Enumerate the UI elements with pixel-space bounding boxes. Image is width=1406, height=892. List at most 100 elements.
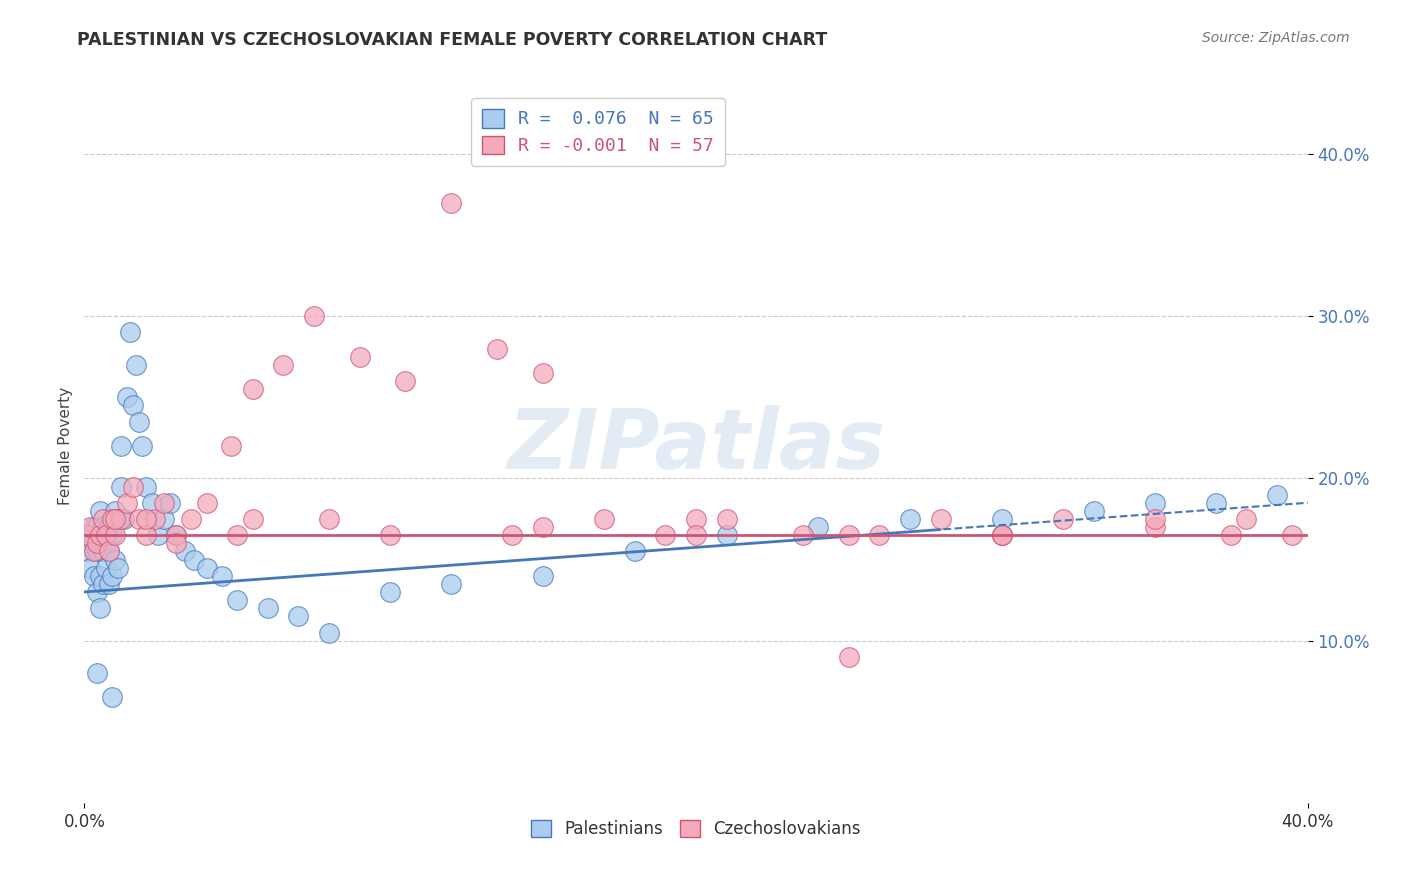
Point xyxy=(91,544,114,558)
Point xyxy=(1083,504,1105,518)
Point xyxy=(211,568,233,582)
Point xyxy=(143,512,166,526)
Point xyxy=(89,504,111,518)
Point xyxy=(153,496,176,510)
Point xyxy=(991,512,1014,526)
Point xyxy=(107,560,129,574)
Point xyxy=(929,512,952,526)
Point xyxy=(685,512,707,526)
Point xyxy=(624,544,647,558)
Point xyxy=(86,536,108,550)
Point xyxy=(104,504,127,518)
Point xyxy=(97,520,120,534)
Point xyxy=(180,512,202,526)
Point xyxy=(131,439,153,453)
Point xyxy=(112,512,135,526)
Point xyxy=(593,512,616,526)
Point xyxy=(1265,488,1288,502)
Point xyxy=(159,496,181,510)
Point xyxy=(141,496,163,510)
Point xyxy=(128,512,150,526)
Point xyxy=(94,528,117,542)
Point xyxy=(101,512,124,526)
Point xyxy=(94,528,117,542)
Point xyxy=(91,577,114,591)
Point xyxy=(531,366,554,380)
Point xyxy=(318,625,340,640)
Point xyxy=(107,512,129,526)
Point xyxy=(257,601,280,615)
Point xyxy=(394,374,416,388)
Point xyxy=(838,649,860,664)
Point xyxy=(128,415,150,429)
Point xyxy=(146,528,169,542)
Point xyxy=(110,512,132,526)
Point xyxy=(1236,512,1258,526)
Point xyxy=(226,593,249,607)
Point xyxy=(104,552,127,566)
Point xyxy=(89,601,111,615)
Point xyxy=(807,520,830,534)
Point xyxy=(91,512,114,526)
Point xyxy=(120,326,142,340)
Point xyxy=(89,568,111,582)
Point xyxy=(195,560,218,574)
Point xyxy=(83,544,105,558)
Point xyxy=(991,528,1014,542)
Point xyxy=(183,552,205,566)
Text: PALESTINIAN VS CZECHOSLOVAKIAN FEMALE POVERTY CORRELATION CHART: PALESTINIAN VS CZECHOSLOVAKIAN FEMALE PO… xyxy=(77,31,828,49)
Point xyxy=(991,528,1014,542)
Point xyxy=(716,528,738,542)
Point xyxy=(165,528,187,542)
Point xyxy=(898,512,921,526)
Point xyxy=(135,479,157,493)
Y-axis label: Female Poverty: Female Poverty xyxy=(58,387,73,505)
Point xyxy=(104,512,127,526)
Point xyxy=(380,528,402,542)
Point xyxy=(242,382,264,396)
Point xyxy=(91,520,114,534)
Point xyxy=(174,544,197,558)
Point xyxy=(89,528,111,542)
Point xyxy=(502,528,524,542)
Point xyxy=(104,528,127,542)
Point xyxy=(97,577,120,591)
Point xyxy=(79,520,101,534)
Point xyxy=(86,666,108,681)
Point xyxy=(219,439,242,453)
Point xyxy=(440,195,463,210)
Point xyxy=(135,512,157,526)
Point xyxy=(101,568,124,582)
Point xyxy=(115,390,138,404)
Point xyxy=(135,528,157,542)
Point xyxy=(195,496,218,510)
Point xyxy=(97,544,120,558)
Point xyxy=(89,536,111,550)
Point xyxy=(94,536,117,550)
Point xyxy=(1205,496,1227,510)
Point xyxy=(125,358,148,372)
Point xyxy=(349,350,371,364)
Point xyxy=(153,512,176,526)
Point xyxy=(302,310,325,324)
Point xyxy=(716,512,738,526)
Point xyxy=(86,520,108,534)
Point xyxy=(486,342,509,356)
Point xyxy=(271,358,294,372)
Point xyxy=(97,544,120,558)
Point xyxy=(991,528,1014,542)
Point xyxy=(1052,512,1074,526)
Point xyxy=(1143,496,1166,510)
Point xyxy=(226,528,249,542)
Point xyxy=(86,544,108,558)
Point xyxy=(83,520,105,534)
Text: Source: ZipAtlas.com: Source: ZipAtlas.com xyxy=(1202,31,1350,45)
Point xyxy=(101,528,124,542)
Point xyxy=(1220,528,1243,542)
Point xyxy=(287,609,309,624)
Point xyxy=(79,560,101,574)
Point xyxy=(115,496,138,510)
Point xyxy=(83,568,105,582)
Point xyxy=(165,528,187,542)
Point xyxy=(110,479,132,493)
